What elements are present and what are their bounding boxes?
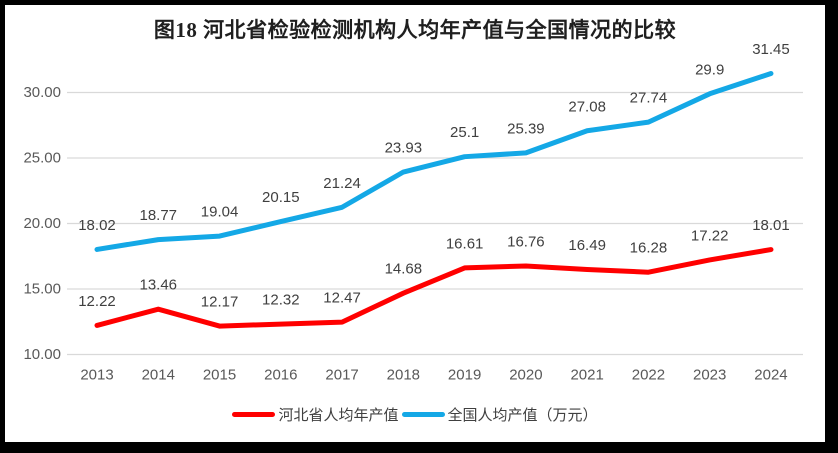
legend-label-national: 全国人均产值（万元）: [447, 407, 598, 424]
x-axis-tick-label: 2019: [448, 367, 481, 384]
data-label-hebei: 16.76: [507, 233, 545, 250]
x-axis-tick-label: 2013: [80, 367, 113, 384]
blue-line-swatch-icon: [401, 412, 445, 417]
data-label-national: 18.77: [139, 207, 177, 224]
x-axis-tick-label: 2023: [693, 367, 726, 384]
data-label-national: 23.93: [385, 140, 423, 157]
chart-title: 图18 河北省检验检测机构人均年产值与全国情况的比较: [153, 18, 677, 42]
legend-label-hebei: 河北省人均年产值: [278, 407, 399, 424]
x-axis-tick-label: 2021: [570, 367, 603, 384]
x-axis-tick-label: 2016: [264, 367, 297, 384]
x-axis-tick-label: 2015: [203, 367, 236, 384]
data-label-national: 27.08: [568, 98, 606, 115]
data-label-national: 19.04: [201, 204, 239, 221]
x-axis-tick-label: 2014: [142, 367, 175, 384]
legend-item-national: 全国人均产值（万元）: [401, 404, 598, 425]
x-axis-tick-label: 2022: [632, 367, 665, 384]
data-label-hebei: 12.47: [323, 290, 361, 307]
y-axis-tick-label: 25.00: [23, 150, 61, 167]
y-axis-tick-label: 20.00: [23, 215, 61, 232]
data-label-hebei: 16.28: [630, 240, 668, 257]
data-label-hebei: 14.68: [385, 261, 423, 278]
chart-legend: 河北省人均年产值 全国人均产值（万元）: [5, 404, 825, 425]
x-axis-tick-label: 2024: [754, 367, 787, 384]
chart-area: 图18 河北省检验检测机构人均年产值与全国情况的比较 10.00 15.00 20.…: [5, 5, 825, 442]
data-label-national: 25.1: [450, 124, 479, 141]
data-label-national: 21.24: [323, 175, 361, 192]
data-label-national: 18.02: [78, 217, 116, 234]
series-line-hebei: [94, 247, 774, 329]
y-axis-tick-label: 10.00: [23, 346, 61, 363]
y-axis-tick-label: 30.00: [23, 84, 61, 101]
line-chart-plot: 10.00 15.00 20.00 25.00 30.00 2013 2014 2015 201…: [23, 41, 803, 384]
data-label-hebei: 12.17: [201, 294, 239, 311]
x-axis-tick-label: 2018: [387, 367, 420, 384]
data-label-hebei: 17.22: [691, 227, 729, 244]
data-label-hebei: 12.32: [262, 292, 300, 309]
x-axis-tick-label: 2020: [509, 367, 542, 384]
data-label-hebei: 12.22: [78, 293, 116, 310]
red-line-swatch-icon: [232, 412, 276, 417]
series-line-national: [94, 71, 774, 252]
data-label-hebei: 18.01: [752, 217, 790, 234]
data-label-national: 20.15: [262, 189, 300, 206]
data-label-hebei: 16.61: [446, 235, 484, 252]
y-axis-tick-label: 15.00: [23, 281, 61, 298]
x-axis-tick-label: 2017: [325, 367, 358, 384]
data-label-national: 27.74: [630, 90, 668, 107]
data-label-hebei: 16.49: [568, 237, 606, 254]
data-label-national: 29.9: [695, 61, 724, 78]
data-label-national: 31.45: [752, 41, 790, 58]
legend-item-hebei: 河北省人均年产值: [232, 404, 399, 425]
data-label-hebei: 13.46: [139, 277, 177, 294]
data-label-national: 25.39: [507, 120, 545, 137]
